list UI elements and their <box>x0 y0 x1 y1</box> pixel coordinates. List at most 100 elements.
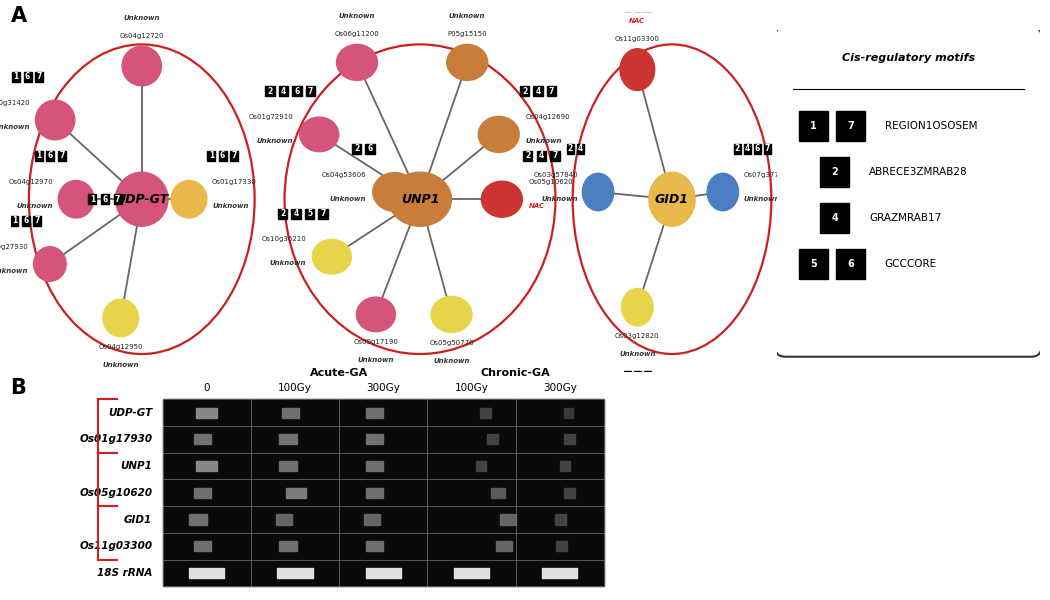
Bar <box>35 151 43 161</box>
Text: Acute-GA: Acute-GA <box>310 368 369 378</box>
Bar <box>520 86 529 96</box>
Text: A: A <box>10 6 26 26</box>
Text: 6: 6 <box>139 0 145 7</box>
Text: Unknown: Unknown <box>103 362 139 368</box>
Text: B: B <box>10 378 26 398</box>
Bar <box>836 111 865 140</box>
Text: 2: 2 <box>625 1 630 10</box>
Text: 2: 2 <box>522 87 527 95</box>
Bar <box>427 426 516 453</box>
Bar <box>193 541 211 551</box>
Bar <box>163 560 251 586</box>
Ellipse shape <box>620 49 655 91</box>
Bar <box>547 86 557 96</box>
Bar <box>447 378 456 388</box>
Bar <box>251 400 339 426</box>
Text: GID1: GID1 <box>655 193 689 206</box>
Bar <box>469 0 479 6</box>
Bar <box>427 533 516 560</box>
Bar <box>277 568 313 578</box>
Text: 7: 7 <box>59 151 64 160</box>
Text: Cis-regulatory motifs: Cis-regulatory motifs <box>842 53 974 63</box>
Text: 4: 4 <box>634 372 640 381</box>
Bar <box>230 151 237 161</box>
Bar <box>58 151 65 161</box>
Ellipse shape <box>59 181 94 218</box>
Bar <box>189 514 207 524</box>
Text: 7: 7 <box>320 209 326 218</box>
Bar <box>365 541 383 551</box>
Bar <box>490 488 505 498</box>
Bar <box>476 461 486 471</box>
Text: 0: 0 <box>204 383 210 392</box>
Text: 2: 2 <box>458 0 463 6</box>
Text: 18S rRNA: 18S rRNA <box>97 568 152 578</box>
Ellipse shape <box>447 44 487 80</box>
Text: 1: 1 <box>811 121 817 131</box>
Text: UDP-GT: UDP-GT <box>108 408 152 418</box>
Text: 2: 2 <box>354 144 359 153</box>
Text: 300Gy: 300Gy <box>543 383 576 392</box>
Bar <box>564 488 574 498</box>
Text: 6: 6 <box>294 87 299 95</box>
Bar <box>365 0 375 6</box>
Bar <box>218 151 227 161</box>
Text: Unknown: Unknown <box>270 260 306 266</box>
Bar <box>378 377 387 387</box>
Bar <box>754 144 761 154</box>
Bar <box>427 479 516 506</box>
Bar <box>193 434 211 445</box>
Text: Chronic-GA: Chronic-GA <box>481 368 550 378</box>
Bar <box>624 371 631 382</box>
Text: 4: 4 <box>293 209 298 218</box>
Bar <box>13 72 20 82</box>
Text: 7: 7 <box>645 1 650 10</box>
Bar <box>516 560 604 586</box>
Bar <box>35 72 43 82</box>
Ellipse shape <box>103 299 139 337</box>
Text: 6: 6 <box>368 144 373 153</box>
Text: 100Gy: 100Gy <box>455 383 488 392</box>
Bar <box>744 144 751 154</box>
Bar <box>550 151 560 161</box>
Bar <box>500 514 516 524</box>
Bar <box>304 209 314 218</box>
Bar <box>251 479 339 506</box>
Text: Os01g17930: Os01g17930 <box>79 434 152 445</box>
Text: 1: 1 <box>37 151 42 160</box>
Bar <box>576 144 584 154</box>
Text: Unknown: Unknown <box>330 196 366 202</box>
Text: 6: 6 <box>220 151 226 160</box>
Text: ABRECE3ZMRAB28: ABRECE3ZMRAB28 <box>869 167 967 177</box>
Text: UNP1: UNP1 <box>401 193 439 206</box>
Bar <box>127 0 134 8</box>
Bar <box>523 151 532 161</box>
Ellipse shape <box>116 172 168 226</box>
Bar <box>251 533 339 560</box>
Bar <box>567 144 574 154</box>
Text: 1: 1 <box>90 194 96 204</box>
Text: REGION1OSOSEM: REGION1OSOSEM <box>884 121 978 131</box>
Bar <box>555 514 566 524</box>
Bar <box>339 533 427 560</box>
Bar <box>10 216 19 226</box>
Bar <box>352 144 361 154</box>
Text: 6: 6 <box>48 151 52 160</box>
Text: 7: 7 <box>552 151 558 160</box>
Ellipse shape <box>388 172 452 226</box>
Bar <box>352 0 361 6</box>
Bar <box>163 533 251 560</box>
Bar <box>365 568 401 578</box>
Bar <box>564 407 573 418</box>
Bar <box>427 560 516 586</box>
Text: Unknown: Unknown <box>358 357 394 363</box>
Ellipse shape <box>356 297 396 332</box>
Bar <box>365 434 383 445</box>
FancyBboxPatch shape <box>775 26 1042 356</box>
Text: 6: 6 <box>847 259 854 269</box>
Text: 6: 6 <box>25 72 30 81</box>
Ellipse shape <box>373 173 417 211</box>
Bar <box>427 453 516 479</box>
Bar <box>799 250 828 279</box>
Bar <box>287 488 306 498</box>
